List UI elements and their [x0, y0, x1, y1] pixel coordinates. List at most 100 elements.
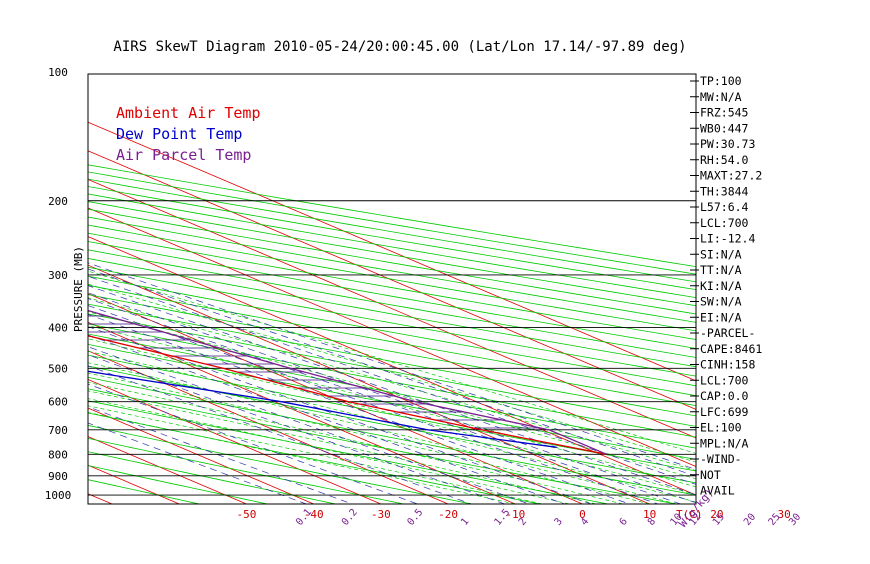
mixing-ratio-line [88, 326, 592, 504]
dry-adiabat-line [88, 313, 696, 427]
index-label: SW:N/A [700, 295, 742, 309]
index-label: LCL:700 [700, 216, 749, 230]
moist-adiabat-line [88, 325, 696, 488]
dry-adiabat-line [88, 201, 696, 307]
index-label: AVAIL [700, 484, 735, 498]
mixing-ratio-line [88, 383, 418, 504]
index-label: NOT [700, 468, 721, 482]
ambient-air-temp-line [88, 335, 607, 455]
index-label: TP:100 [700, 74, 742, 88]
index-label: EI:N/A [700, 310, 742, 324]
dry-adiabat-line [88, 186, 696, 291]
pressure-tick-label: 900 [48, 470, 68, 483]
mixing-ratio-line [88, 354, 505, 504]
index-label: PW:30.73 [700, 137, 755, 151]
plot-frame [87, 73, 697, 505]
dew-point-temp-line [88, 370, 557, 448]
legend-label: Dew Point Temp [116, 125, 242, 143]
dry-adiabat-line [88, 216, 696, 323]
moist-adiabat-line [88, 398, 570, 504]
isotherm-line [88, 264, 650, 504]
index-label: LCL:700 [700, 373, 749, 387]
legend-label: Ambient Air Temp [116, 104, 261, 122]
mixing-ratio-line [88, 422, 307, 504]
index-label: SI:N/A [700, 247, 742, 261]
moist-adiabat-line [88, 362, 677, 504]
pressure-tick-label: 600 [48, 396, 68, 409]
dry-adiabat-line [88, 333, 696, 449]
mixing-ratio-tick-label: 8 [646, 516, 658, 528]
index-label: RH:54.0 [700, 153, 749, 167]
mixing-ratio-tick-label: 0.2 [340, 507, 360, 528]
isotherm-line [88, 150, 696, 410]
bottom-temperature-tick-label: -20 [438, 508, 458, 521]
dry-adiabat-line [88, 343, 696, 460]
pressure-tick-label: 700 [48, 424, 68, 437]
moist-adiabat-line [88, 405, 543, 504]
pressure-tick-label: 400 [48, 322, 68, 335]
index-label: TT:N/A [700, 263, 742, 277]
index-label: MAXT:27.2 [700, 169, 762, 183]
mixing-ratio-tick-label: 6 [618, 516, 630, 528]
index-label: L57:6.4 [700, 200, 749, 214]
isotherm-line [88, 321, 516, 504]
index-label: LI:-12.4 [700, 232, 755, 246]
dry-adiabat-line [88, 241, 696, 349]
bottom-temperature-tick-label: -40 [304, 508, 324, 521]
dry-adiabat-line [88, 437, 404, 504]
pressure-tick-label: 500 [48, 362, 68, 375]
moist-adiabat-line [88, 283, 696, 463]
air-parcel-temp-line [88, 309, 607, 455]
moist-adiabat-line [88, 390, 596, 504]
index-label: MPL:N/A [700, 436, 749, 450]
pressure-tick-label: 200 [48, 195, 68, 208]
mixing-ratio-line [88, 365, 472, 504]
index-label: FRZ:545 [700, 106, 748, 120]
mixing-ratio-tick-label: 1 [459, 516, 471, 528]
mixing-ratio-line [88, 262, 696, 470]
bottom-temperature-tick-label: 0 [579, 508, 586, 521]
dry-adiabat-line [88, 294, 696, 407]
index-label: EL:100 [700, 421, 742, 435]
bottom-temperature-tick-label: 30 [777, 508, 790, 521]
mixing-ratio-tick-label: 3 [553, 516, 565, 528]
mixing-ratio-line [88, 346, 530, 504]
chart-title: AIRS SkewT Diagram 2010-05-24/20:00:45.0… [113, 39, 686, 55]
mixing-ratio-line [88, 292, 696, 504]
y-axis-label: PRESSURE (MB) [72, 246, 85, 332]
isotherm-line [88, 293, 583, 504]
dry-adiabat-line [88, 303, 696, 417]
bottom-temperature-tick-label: -10 [505, 508, 525, 521]
bottom-temperature-tick-label: -50 [237, 508, 257, 521]
mixing-ratio-line [88, 285, 696, 496]
dry-adiabat-line [88, 323, 696, 438]
isotherm-line [88, 407, 314, 504]
dry-adiabat-line [88, 178, 696, 283]
isotherm-line [88, 207, 696, 467]
bottom-temperature-tick-label: 20 [710, 508, 723, 521]
dry-adiabat-line [88, 208, 696, 315]
dry-adiabat-line [88, 171, 696, 275]
pressure-tick-label: 1000 [45, 489, 72, 502]
mixing-ratio-line [88, 314, 630, 504]
index-label: KI:N/A [700, 279, 742, 293]
index-label: LFC:699 [700, 405, 749, 419]
index-label: -PARCEL- [700, 326, 755, 340]
moist-adiabat-line [88, 381, 623, 504]
isotherm-line [88, 178, 696, 439]
mixing-ratio-line [88, 298, 681, 504]
mixing-ratio-tick-label: 20 [742, 512, 758, 528]
dry-adiabat-line [88, 376, 696, 496]
dry-adiabat-line [88, 451, 336, 504]
dry-adiabat-line [88, 400, 609, 504]
legend-label: Air Parcel Temp [116, 146, 251, 164]
mixing-ratio-line [88, 334, 565, 504]
bottom-temperature-tick-label: -30 [371, 508, 391, 521]
index-label: TH:3844 [700, 184, 749, 198]
dry-adiabat-line [88, 284, 696, 397]
isotherm-line [88, 121, 696, 382]
index-label: CAPE:8461 [700, 342, 762, 356]
